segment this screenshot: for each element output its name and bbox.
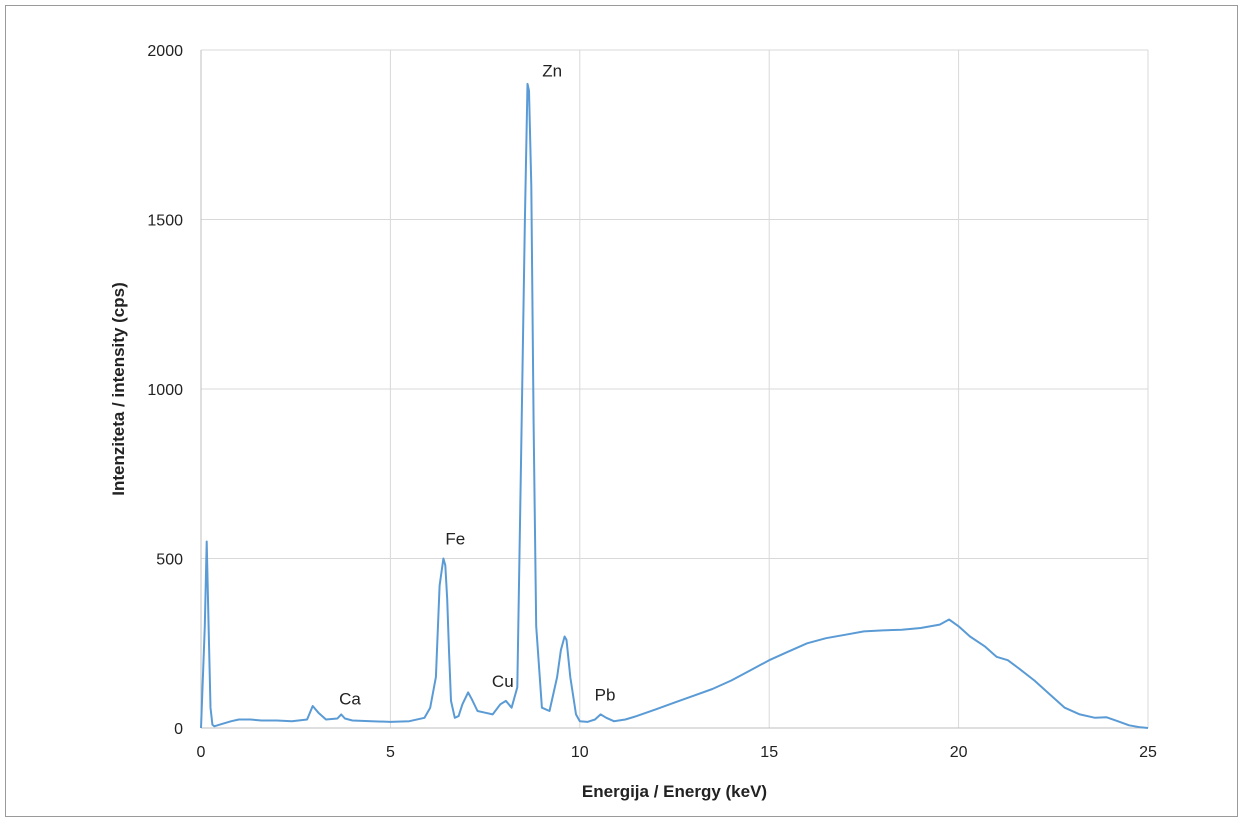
y-tick-label: 1500 bbox=[147, 213, 183, 230]
axes bbox=[200, 50, 1148, 729]
y-tick-label: 0 bbox=[174, 721, 183, 738]
x-tick-label: 25 bbox=[1139, 744, 1157, 761]
x-tick-label: 10 bbox=[571, 744, 589, 761]
peak-label-ca: Ca bbox=[339, 689, 361, 708]
peak-label-fe: Fe bbox=[445, 530, 465, 549]
x-tick-label: 20 bbox=[950, 744, 968, 761]
x-axis-title: Energija / Energy (keV) bbox=[582, 782, 767, 801]
spectrum-series-line bbox=[200, 82, 1149, 729]
x-tick-label: 0 bbox=[197, 744, 206, 761]
peak-label-pb: Pb bbox=[595, 685, 616, 704]
x-tick-label: 5 bbox=[386, 744, 395, 761]
y-tick-label: 500 bbox=[156, 552, 183, 569]
peak-label-cu: Cu bbox=[492, 672, 514, 691]
peak-annotations: Ca Fe Cu Zn Pb bbox=[339, 62, 615, 709]
y-tick-label: 1000 bbox=[147, 382, 183, 399]
y-axis-title: Intenziteta / intensity (cps) bbox=[109, 282, 128, 495]
y-tick-label: 2000 bbox=[147, 43, 183, 60]
tick-labels: 0 5 10 15 20 25 0 500 1000 1500 2000 bbox=[147, 43, 1157, 761]
grid-lines bbox=[201, 49, 1149, 728]
peak-label-zn: Zn bbox=[542, 62, 562, 81]
x-tick-label: 15 bbox=[760, 744, 778, 761]
